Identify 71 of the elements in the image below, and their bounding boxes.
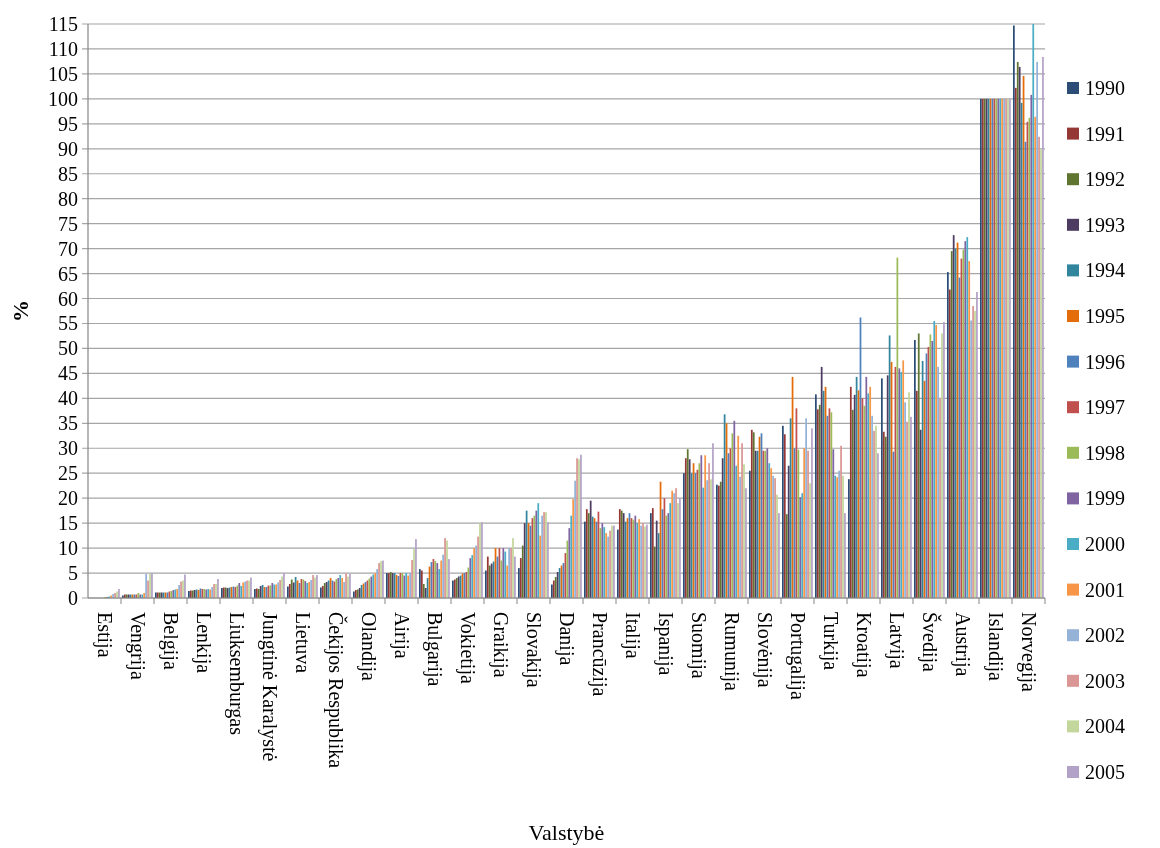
legend-label: 1998 <box>1085 441 1125 464</box>
y-tick-label: 115 <box>48 13 78 35</box>
y-tick-label: 25 <box>58 462 78 485</box>
x-tick-label: Airija <box>389 612 413 659</box>
x-tick-label: Lietuva <box>291 612 314 674</box>
x-tick-label: Islandija <box>983 612 1007 681</box>
y-tick-label: 55 <box>58 312 78 335</box>
y-tick-label: 85 <box>58 162 78 185</box>
y-tick-label: 70 <box>58 237 78 260</box>
y-tick-label: 50 <box>58 337 78 360</box>
x-tick-label: Ispanija <box>653 612 677 676</box>
y-tick-label: 80 <box>58 187 78 210</box>
y-axis-title: % <box>8 300 33 322</box>
legend-label: 1996 <box>1085 350 1125 373</box>
y-tick-label: 10 <box>58 537 78 560</box>
x-tick-label: Vengrija <box>125 612 149 680</box>
x-tick-label: Vokietija <box>455 612 479 684</box>
x-tick-label: Estija <box>92 612 116 658</box>
x-axis-title: Valstybė <box>528 820 605 845</box>
x-tick-label: Prancūzija <box>587 612 611 697</box>
x-tick-label: Portugalija <box>785 612 809 700</box>
x-tick-label: Latvija <box>884 612 908 669</box>
y-tick-label: 20 <box>58 487 78 510</box>
x-tick-label: Bulgarija <box>422 612 446 687</box>
x-tick-label: Švedija <box>917 612 942 673</box>
y-tick-label: 105 <box>48 62 78 85</box>
x-tick-label: Olandija <box>356 612 380 681</box>
legend-label: 1995 <box>1085 305 1125 327</box>
legend-label: 2001 <box>1085 578 1125 601</box>
x-tick-label: Suomija <box>686 612 710 679</box>
y-tick-label: 0 <box>68 587 78 609</box>
legend-label: 1999 <box>1085 487 1125 510</box>
y-tick-label: 40 <box>58 387 78 410</box>
y-tick-label: 75 <box>58 212 78 235</box>
x-tick-label: Danija <box>554 612 578 666</box>
x-tick-label: Italija <box>620 612 644 659</box>
x-tick-label: Graikija <box>488 612 512 678</box>
x-tick-label: Rumunija <box>719 612 743 692</box>
legend-label: 2005 <box>1085 761 1125 783</box>
y-tick-label: 15 <box>58 512 78 535</box>
legend-label: 2000 <box>1085 533 1125 555</box>
legend-label: 1991 <box>1085 122 1125 145</box>
y-tick-label: 60 <box>58 287 78 310</box>
y-tick-label: 100 <box>48 87 78 110</box>
y-tick-label: 30 <box>58 437 78 460</box>
legend-label: 1993 <box>1085 213 1125 236</box>
legend-label: 1997 <box>1085 396 1125 419</box>
legend-label: 2003 <box>1085 669 1125 692</box>
x-tick-label: Slovakija <box>521 612 545 688</box>
y-tick-label: 90 <box>58 137 78 160</box>
y-tick-label: 35 <box>58 412 78 435</box>
legend-label: 1992 <box>1085 168 1125 191</box>
x-tick-label: Liuksemburgas <box>224 612 248 736</box>
x-tick-label: Norvegija <box>1016 612 1040 693</box>
x-tick-label: Čekijos Respublika <box>323 612 348 769</box>
y-tick-label: 110 <box>48 37 78 60</box>
x-tick-label: Turkija <box>818 612 842 671</box>
x-tick-label: Kroatija <box>851 612 875 678</box>
x-tick-label: Lenkija <box>191 612 215 674</box>
x-tick-label: Belgija <box>158 612 182 670</box>
legend-label: 2004 <box>1085 715 1125 738</box>
legend-label: 1990 <box>1085 77 1125 99</box>
y-tick-label: 45 <box>58 362 78 385</box>
y-tick-label: 5 <box>68 562 78 585</box>
legend-label: 1994 <box>1085 259 1125 282</box>
y-tick-label: 65 <box>58 262 78 285</box>
legend-label: 2002 <box>1085 624 1125 647</box>
x-tick-label: Slovėnija <box>752 612 776 688</box>
x-tick-label: Jungtinė Karalystė <box>257 612 281 762</box>
y-tick-label: 95 <box>58 112 78 135</box>
x-tick-label: Austrija <box>950 612 974 677</box>
